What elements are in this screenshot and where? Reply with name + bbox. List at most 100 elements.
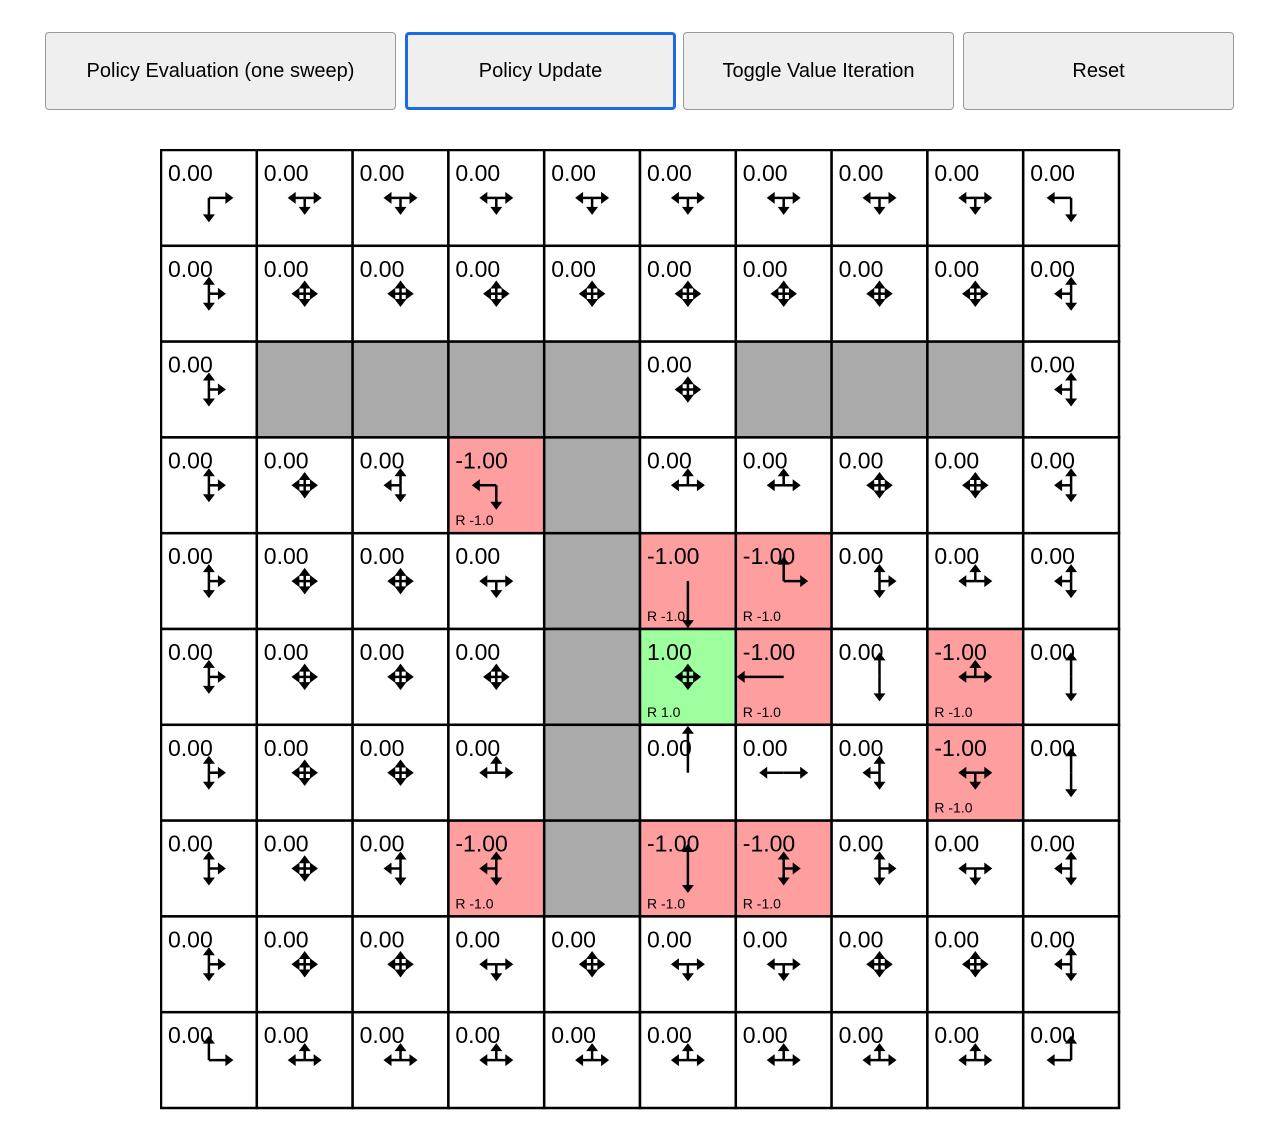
grid-cell[interactable]: 0.00 xyxy=(351,149,450,248)
grid-cell[interactable]: 0.00 xyxy=(351,627,450,727)
grid-cell[interactable]: 0.00 xyxy=(160,436,259,535)
grid-cell[interactable]: 0.00 xyxy=(734,244,833,343)
grid-cell[interactable]: 0.00 xyxy=(734,723,833,822)
grid-cell[interactable]: 0.00 xyxy=(734,915,833,1014)
grid-cell[interactable]: 0.00 xyxy=(926,1010,1025,1110)
grid-cell[interactable]: -1.00 R -1.0 xyxy=(638,819,738,918)
grid-cell[interactable]: 0.00 xyxy=(160,819,259,918)
policy-evaluation-button[interactable]: Policy Evaluation (one sweep) xyxy=(45,32,396,110)
grid-cell[interactable]: 0.00 xyxy=(255,723,354,822)
grid-cell[interactable]: 0.00 xyxy=(160,244,259,343)
grid-cell[interactable]: 0.00 xyxy=(255,436,354,535)
grid-cell[interactable]: 0.00 xyxy=(830,1010,929,1110)
grid-cell[interactable]: -1.00 R -1.0 xyxy=(926,627,1025,727)
wall-cell[interactable] xyxy=(255,340,354,439)
wall-cell[interactable] xyxy=(542,627,642,727)
grid-cell[interactable]: 0.00 xyxy=(926,149,1025,248)
wall-cell[interactable] xyxy=(542,531,642,631)
grid-cell[interactable]: 0.00 xyxy=(160,627,259,727)
grid-cell[interactable]: 0.00 xyxy=(638,436,738,535)
reset-button[interactable]: Reset xyxy=(963,32,1234,110)
grid-cell[interactable]: 0.00 xyxy=(160,1010,259,1110)
wall-cell[interactable] xyxy=(447,340,546,439)
grid-cell[interactable]: 0.00 xyxy=(926,819,1025,918)
grid-cell[interactable]: 0.00 xyxy=(734,1010,833,1110)
grid-cell[interactable]: 0.00 xyxy=(1021,436,1121,535)
grid-cell[interactable]: -1.00 R -1.0 xyxy=(447,819,546,918)
grid-cell[interactable]: 0.00 xyxy=(351,531,450,631)
grid-cell[interactable]: -1.00 R -1.0 xyxy=(926,723,1025,822)
grid-cell[interactable]: 0.00 xyxy=(351,244,450,343)
grid-cell[interactable]: 0.00 xyxy=(926,244,1025,343)
grid-cell[interactable]: 0.00 xyxy=(830,627,929,727)
grid-cell[interactable]: -1.00 R -1.0 xyxy=(447,436,546,535)
wall-cell[interactable] xyxy=(542,819,642,918)
grid-cell[interactable]: 0.00 xyxy=(351,436,450,535)
grid-cell[interactable]: 0.00 xyxy=(447,244,546,343)
grid-cell[interactable]: 0.00 xyxy=(638,1010,738,1110)
grid-cell[interactable]: 0.00 xyxy=(160,149,259,248)
grid-cell[interactable]: 0.00 xyxy=(926,915,1025,1014)
grid-cell[interactable]: 0.00 xyxy=(447,1010,546,1110)
grid-cell[interactable]: -1.00 R -1.0 xyxy=(734,627,833,727)
grid-cell[interactable]: 0.00 xyxy=(830,819,929,918)
grid-cell[interactable]: 0.00 xyxy=(255,915,354,1014)
grid-cell[interactable]: 0.00 xyxy=(734,149,833,248)
grid-cell[interactable]: 0.00 xyxy=(1021,915,1121,1014)
grid-cell[interactable]: 0.00 xyxy=(542,149,642,248)
grid-cell[interactable]: 0.00 xyxy=(926,531,1025,631)
grid-cell[interactable]: 0.00 xyxy=(830,149,929,248)
wall-cell[interactable] xyxy=(734,340,833,439)
grid-cell[interactable]: 0.00 xyxy=(1021,819,1121,918)
grid-cell[interactable]: 0.00 xyxy=(351,915,450,1014)
grid-cell[interactable]: 0.00 xyxy=(638,244,738,343)
grid-cell[interactable]: 0.00 xyxy=(830,531,929,631)
grid-cell[interactable]: 0.00 xyxy=(255,149,354,248)
grid-cell[interactable]: 0.00 xyxy=(830,436,929,535)
wall-cell[interactable] xyxy=(926,340,1025,439)
grid-cell[interactable]: -1.00 R -1.0 xyxy=(734,531,833,631)
grid-cell[interactable]: 0.00 xyxy=(638,915,738,1014)
policy-update-button[interactable]: Policy Update xyxy=(405,32,676,110)
grid-cell[interactable]: 0.00 xyxy=(255,819,354,918)
grid-cell[interactable]: 0.00 xyxy=(447,531,546,631)
grid-cell[interactable]: 0.00 xyxy=(638,723,738,822)
grid-cell[interactable]: 0.00 xyxy=(351,723,450,822)
grid-cell[interactable]: 0.00 xyxy=(255,244,354,343)
grid-cell[interactable]: 0.00 xyxy=(734,436,833,535)
wall-cell[interactable] xyxy=(542,436,642,535)
grid-cell[interactable]: 0.00 xyxy=(1021,627,1121,727)
wall-cell[interactable] xyxy=(542,723,642,822)
grid-cell[interactable]: 0.00 xyxy=(1021,340,1121,439)
grid-cell[interactable]: 0.00 xyxy=(1021,723,1121,822)
grid-cell[interactable]: 0.00 xyxy=(542,1010,642,1110)
grid-cell[interactable]: 0.00 xyxy=(638,149,738,248)
grid-cell[interactable]: 0.00 xyxy=(1021,244,1121,343)
wall-cell[interactable] xyxy=(351,340,450,439)
grid-cell[interactable]: 0.00 xyxy=(1021,149,1121,248)
toggle-value-iteration-button[interactable]: Toggle Value Iteration xyxy=(683,32,954,110)
grid-cell[interactable]: 0.00 xyxy=(830,244,929,343)
grid-cell[interactable]: 0.00 xyxy=(255,627,354,727)
grid-cell[interactable]: 0.00 xyxy=(255,531,354,631)
grid-cell[interactable]: -1.00 R -1.0 xyxy=(638,531,738,631)
grid-cell[interactable]: 0.00 xyxy=(160,723,259,822)
grid-cell[interactable]: 0.00 xyxy=(1021,531,1121,631)
wall-cell[interactable] xyxy=(830,340,929,439)
grid-cell[interactable]: 0.00 xyxy=(542,915,642,1014)
grid-cell[interactable]: 0.00 xyxy=(255,1010,354,1110)
grid-cell[interactable]: 0.00 xyxy=(830,915,929,1014)
grid-cell[interactable]: 0.00 xyxy=(447,915,546,1014)
grid-cell[interactable]: 0.00 xyxy=(638,340,738,439)
grid-cell[interactable]: 0.00 xyxy=(830,723,929,822)
grid-cell[interactable]: 0.00 xyxy=(1021,1010,1121,1110)
grid-cell[interactable]: 0.00 xyxy=(351,1010,450,1110)
grid-cell[interactable]: 1.00 R 1.0 xyxy=(638,627,738,727)
grid-cell[interactable]: 0.00 xyxy=(447,723,546,822)
grid-cell[interactable]: 0.00 xyxy=(447,149,546,248)
grid-cell[interactable]: 0.00 xyxy=(447,627,546,727)
grid-cell[interactable]: 0.00 xyxy=(926,436,1025,535)
grid-cell[interactable]: 0.00 xyxy=(160,531,259,631)
wall-cell[interactable] xyxy=(542,340,642,439)
grid-cell[interactable]: 0.00 xyxy=(160,915,259,1014)
